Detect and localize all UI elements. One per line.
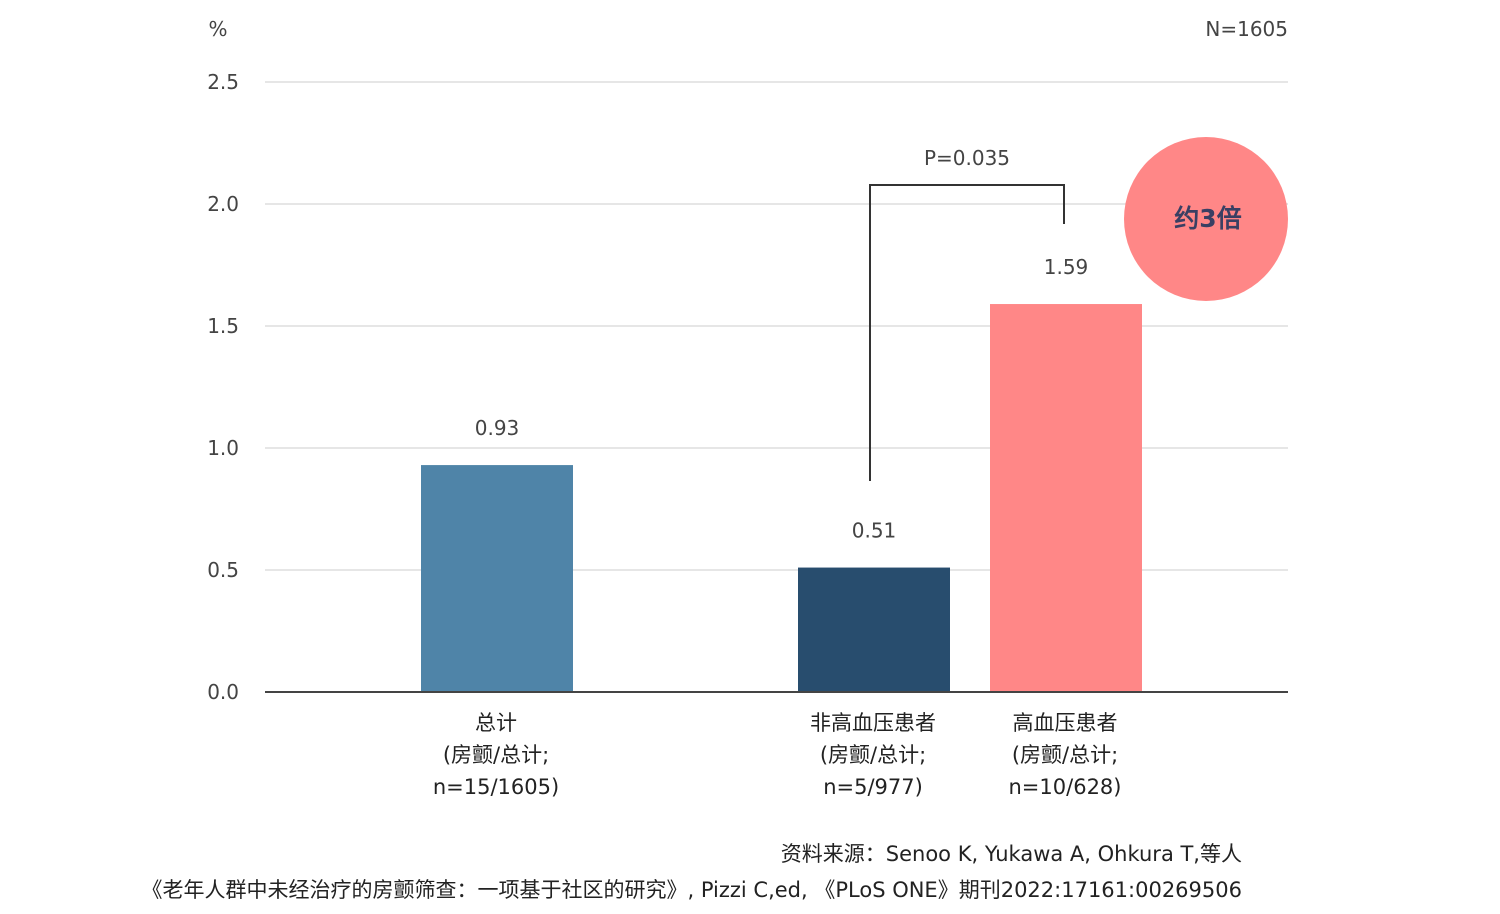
category-label-line: (房颤/总计; xyxy=(1012,743,1118,767)
y-axis-unit-label: % xyxy=(208,17,227,41)
sample-size-note: N=1605 xyxy=(1205,17,1288,41)
bar xyxy=(421,465,573,692)
y-tick-label: 0.0 xyxy=(207,680,239,704)
category-label-line: 总计 xyxy=(475,711,517,735)
category-labels: 总计 (房颤/总计; n=15/1605) 非高血压患者 (房颤/总计; n=5/977)… xyxy=(433,711,1122,799)
source-citation-line-2: 《老年人群中未经治疗的房颤筛查：一项基于社区的研究》, Pizzi C,ed, … xyxy=(141,878,1242,902)
value-labels: 0.93 0.51 1.59 xyxy=(475,255,1089,543)
badge-label: 约3倍 xyxy=(1174,204,1241,233)
y-axis-ticks: 0.0 0.5 1.0 1.5 2.0 2.5 xyxy=(207,70,239,704)
y-tick-label: 0.5 xyxy=(207,558,239,582)
p-value-label: P=0.035 xyxy=(924,146,1010,170)
bar-value-label: 0.51 xyxy=(852,519,897,543)
y-tick-label: 1.5 xyxy=(207,314,239,338)
category-label-line: (房颤/总计; xyxy=(443,743,549,767)
y-tick-label: 1.0 xyxy=(207,436,239,460)
source-citation-line-1: 资料来源：Senoo K, Yukawa A, Ohkura T,等人 xyxy=(780,842,1242,866)
significance-bracket: P=0.035 xyxy=(869,146,1065,481)
bracket-line xyxy=(869,184,1065,481)
badge-circle xyxy=(1124,137,1288,301)
bar-value-label: 0.93 xyxy=(475,416,520,440)
category-label-line: n=15/1605) xyxy=(433,775,559,799)
category-label-line: n=10/628) xyxy=(1009,775,1122,799)
category-label-line: 非高血压患者 xyxy=(810,711,936,735)
category-label-line: n=5/977) xyxy=(823,775,923,799)
bar xyxy=(990,304,1142,692)
y-tick-label: 2.0 xyxy=(207,192,239,216)
category-label-line: (房颤/总计; xyxy=(820,743,926,767)
bars xyxy=(421,304,1142,692)
category-label-line: 高血压患者 xyxy=(1013,711,1118,735)
ratio-badge: 约3倍 xyxy=(1124,137,1288,301)
bar xyxy=(798,567,950,692)
bar-value-label: 1.59 xyxy=(1044,255,1089,279)
y-tick-label: 2.5 xyxy=(207,70,239,94)
